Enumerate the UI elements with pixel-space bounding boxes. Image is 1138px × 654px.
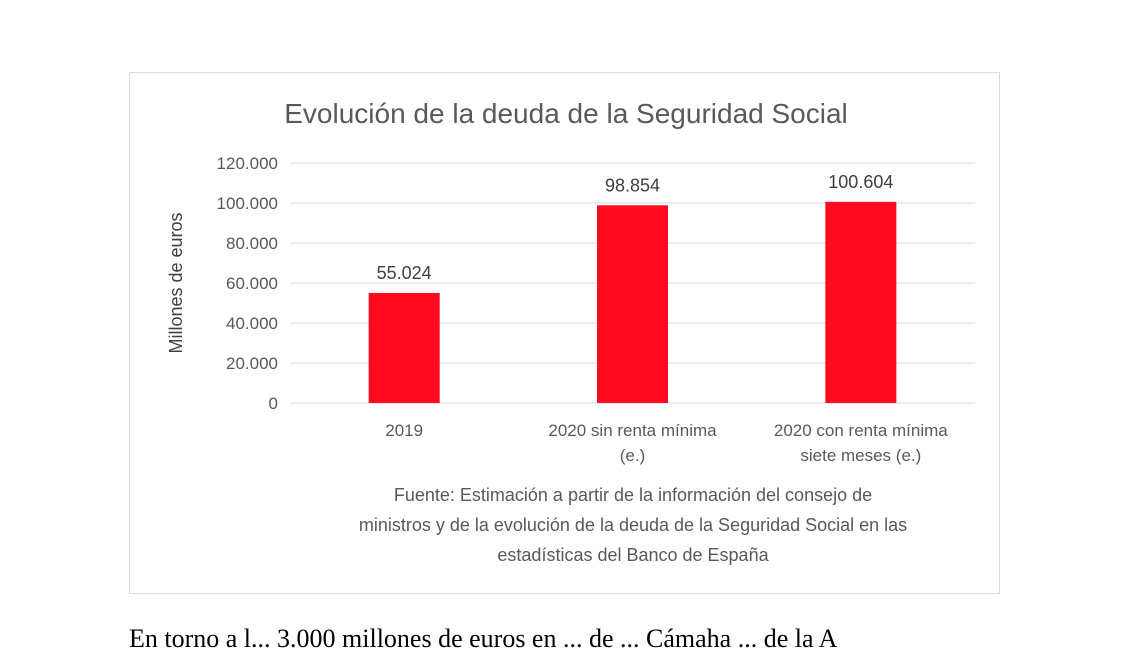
y-axis-title: Millones de euros: [166, 212, 186, 353]
y-axis-ticks: 0 20.000 40.000 60.000 80.000 100.000 120.000: [217, 154, 278, 413]
source-note-line: Fuente: Estimación a partir de la inform…: [394, 485, 872, 505]
data-label: 55.024: [377, 263, 432, 283]
y-tick-label: 120.000: [217, 154, 278, 173]
data-label: 100.604: [828, 172, 893, 192]
y-tick-label: 100.000: [217, 194, 278, 213]
source-note: Fuente: Estimación a partir de la inform…: [359, 485, 907, 565]
x-tick-label: 2020 con renta mínima: [774, 421, 948, 440]
source-note-line: estadísticas del Banco de España: [497, 545, 769, 565]
y-tick-label: 80.000: [226, 234, 278, 253]
chart-title: Evolución de la deuda de la Seguridad So…: [284, 98, 848, 129]
bars: [368, 201, 897, 403]
body-paragraph-cut: En torno a l... 3.000 millones de euros …: [129, 624, 838, 653]
data-label: 98.854: [605, 175, 660, 195]
y-tick-label: 60.000: [226, 274, 278, 293]
data-labels: 55.024 98.854 100.604: [377, 172, 894, 283]
x-tick-label: 2020 sin renta mínima: [548, 421, 717, 440]
chart-frame: Evolución de la deuda de la Seguridad So…: [129, 72, 1000, 594]
y-tick-label: 40.000: [226, 314, 278, 333]
x-tick-label: siete meses (e.): [800, 446, 921, 465]
y-tick-label: 0: [269, 394, 278, 413]
y-tick-label: 20.000: [226, 354, 278, 373]
source-note-line: ministros y de la evolución de la deuda …: [359, 515, 907, 535]
x-axis-labels: 2019 2020 sin renta mínima (e.) 2020 con re…: [385, 421, 948, 465]
bar: [825, 201, 897, 403]
bar-chart: Evolución de la deuda de la Seguridad So…: [166, 98, 975, 565]
bar: [597, 205, 668, 403]
bar: [368, 292, 440, 403]
x-tick-label: 2019: [385, 421, 423, 440]
x-tick-label: (e.): [620, 446, 646, 465]
